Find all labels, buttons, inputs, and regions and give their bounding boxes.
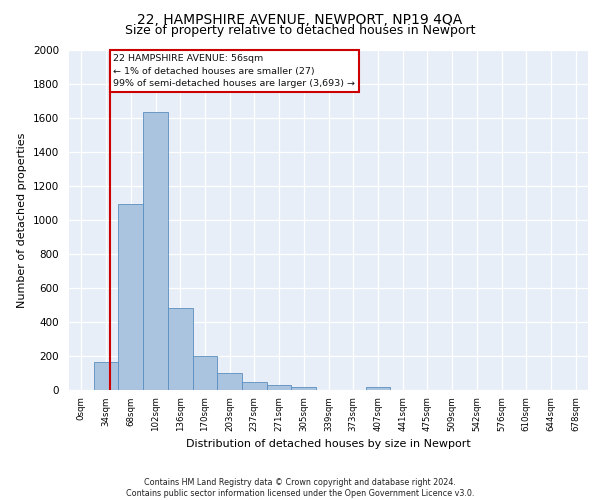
Bar [242,382,267,390]
Bar [94,362,118,390]
Bar [365,386,390,390]
Text: 22 HAMPSHIRE AVENUE: 56sqm
← 1% of detached houses are smaller (27)
99% of semi-: 22 HAMPSHIRE AVENUE: 56sqm ← 1% of detac… [113,54,355,88]
Bar [168,308,193,390]
Bar [292,386,316,390]
Text: 22, HAMPSHIRE AVENUE, NEWPORT, NP19 4QA: 22, HAMPSHIRE AVENUE, NEWPORT, NP19 4QA [137,12,463,26]
Bar [143,112,168,390]
Y-axis label: Number of detached properties: Number of detached properties [17,132,28,308]
Bar [267,385,292,390]
Text: Contains HM Land Registry data © Crown copyright and database right 2024.
Contai: Contains HM Land Registry data © Crown c… [126,478,474,498]
X-axis label: Distribution of detached houses by size in Newport: Distribution of detached houses by size … [186,440,471,450]
Bar [118,204,143,390]
Bar [217,373,242,390]
Bar [193,356,217,390]
Text: Size of property relative to detached houses in Newport: Size of property relative to detached ho… [125,24,475,37]
